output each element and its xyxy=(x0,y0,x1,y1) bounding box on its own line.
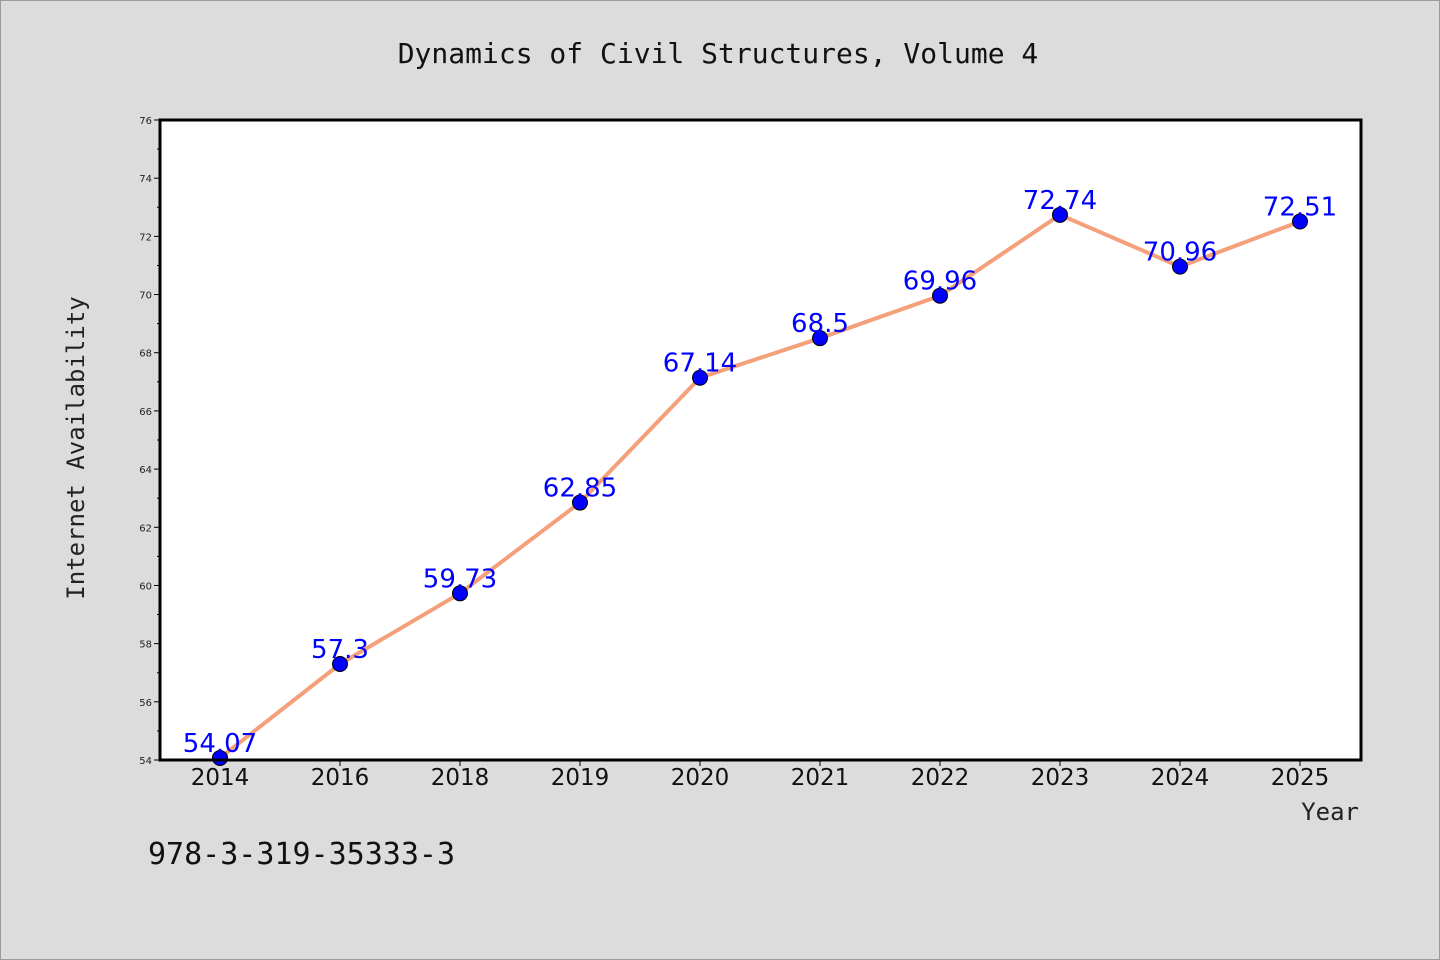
data-point-label: 62.85 xyxy=(543,474,617,504)
data-labels: 54.07 57.3 59.73 62.85 67.14 68.5 69.96 72.74 70… xyxy=(183,186,1337,759)
data-point-marker xyxy=(452,585,468,602)
series-line-group xyxy=(212,206,1308,766)
data-point-marker xyxy=(692,369,708,386)
y-tick-label: 60 xyxy=(139,581,152,592)
data-point-label: 54.07 xyxy=(183,729,257,759)
x-tick-label: 2023 xyxy=(1031,765,1090,791)
x-tick-label: 2022 xyxy=(911,765,970,791)
data-point-marker xyxy=(212,749,228,766)
data-point-marker xyxy=(932,287,948,304)
y-tick-label: 64 xyxy=(139,465,152,476)
x-tick-label: 2018 xyxy=(431,765,490,791)
y-tick-label: 56 xyxy=(139,698,152,709)
y-tick-label: 54 xyxy=(139,756,152,767)
y-tick-label: 72 xyxy=(139,232,152,243)
y-tick-label: 66 xyxy=(139,407,152,418)
y-tick-label: 68 xyxy=(139,349,152,360)
y-axis: 54 56 58 60 62 64 66 68 70 72 74 76 xyxy=(139,116,160,767)
data-point-label: 72.74 xyxy=(1023,186,1097,216)
y-tick-label: 74 xyxy=(139,174,152,185)
data-point-marker xyxy=(812,330,828,347)
data-point-label: 70.96 xyxy=(1143,238,1217,268)
x-axis-label: Year xyxy=(1301,798,1359,826)
data-point-label: 57.3 xyxy=(311,635,369,665)
x-tick-label: 2019 xyxy=(551,765,610,791)
y-tick-label: 62 xyxy=(139,523,152,534)
x-tick-label: 2020 xyxy=(671,765,730,791)
data-point-label: 59.73 xyxy=(423,564,497,594)
y-axis-label: Internet Availability xyxy=(62,296,90,599)
x-tick-label: 2025 xyxy=(1271,765,1330,791)
x-axis: 2014 2016 2018 2019 2020 2021 2022 2023 2024 2025 xyxy=(191,760,1330,791)
data-point-marker xyxy=(1292,213,1308,230)
y-tick-label: 70 xyxy=(139,291,152,302)
series-line xyxy=(218,212,1302,760)
y-tick-label: 58 xyxy=(139,640,152,651)
data-point-marker xyxy=(572,494,588,511)
chart-title: Dynamics of Civil Structures, Volume 4 xyxy=(398,37,1039,70)
x-tick-label: 2024 xyxy=(1151,765,1210,791)
x-tick-label: 2021 xyxy=(791,765,850,791)
data-point-label: 72.51 xyxy=(1263,193,1337,223)
data-point-marker xyxy=(1052,206,1068,223)
data-point-marker xyxy=(1172,258,1188,275)
data-point-marker xyxy=(332,656,348,672)
data-point-label: 67.14 xyxy=(663,349,737,379)
data-point-label: 69.96 xyxy=(903,267,977,297)
x-tick-label: 2014 xyxy=(191,765,250,791)
plot-frame xyxy=(158,118,1363,762)
y-tick-label: 76 xyxy=(139,116,152,127)
isbn-note: 978-3-319-35333-3 xyxy=(148,837,455,872)
data-point-label: 68.5 xyxy=(791,309,849,339)
x-tick-label: 2016 xyxy=(311,765,370,791)
